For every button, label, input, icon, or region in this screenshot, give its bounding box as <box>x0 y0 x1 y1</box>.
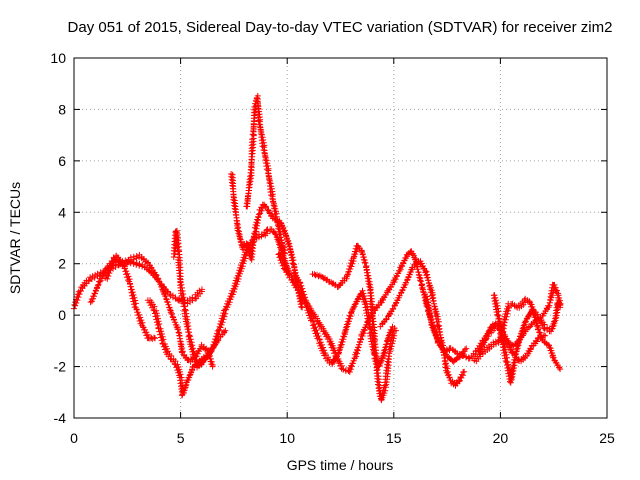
series-markers <box>476 281 564 358</box>
x-tick-label: 20 <box>493 430 509 446</box>
x-tick-label: 25 <box>599 430 615 446</box>
data-series <box>102 251 216 370</box>
series-markers <box>309 242 398 404</box>
y-axis-label: SDTVAR / TECUs <box>7 182 23 294</box>
y-tick-label: 10 <box>50 50 66 66</box>
x-tick-label: 10 <box>279 430 295 446</box>
series-markers <box>377 258 468 389</box>
grid <box>74 58 607 418</box>
x-axis-label: GPS time / hours <box>287 457 394 473</box>
data-marks <box>71 92 564 404</box>
y-tick-label: 4 <box>58 204 66 220</box>
y-tick-label: 8 <box>58 101 66 117</box>
x-tick-label: 15 <box>386 430 402 446</box>
axis-ticks: 0 5 10 15 20 25 -4 -2 0 2 4 6 8 10 <box>50 50 615 446</box>
y-tick-label: 0 <box>58 307 66 323</box>
series-markers <box>243 92 289 257</box>
data-series <box>170 227 210 371</box>
chart-title: Day 051 of 2015, Sidereal Day-to-day VTE… <box>68 19 613 36</box>
y-tick-label: 2 <box>58 256 66 272</box>
y-tick-label: -4 <box>54 410 67 426</box>
data-series <box>309 242 398 404</box>
data-series <box>377 258 468 389</box>
series-markers <box>102 251 216 370</box>
x-tick-label: 5 <box>177 430 185 446</box>
plot-frame <box>73 57 608 419</box>
data-series <box>243 92 289 257</box>
y-tick-label: 6 <box>58 153 66 169</box>
x-tick-label: 0 <box>70 430 78 446</box>
series-markers <box>170 227 210 371</box>
data-series <box>476 281 564 358</box>
y-tick-label: -2 <box>54 359 67 375</box>
